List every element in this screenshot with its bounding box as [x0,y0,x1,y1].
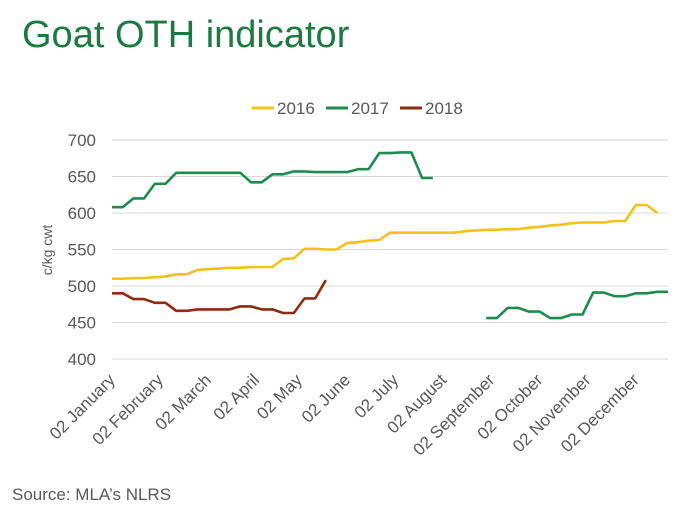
x-tick-label: 02 April [210,370,264,424]
source-note: Source: MLA’s NLRS [12,485,172,504]
series-line-2017 [112,151,668,320]
chart-title: Goat OTH indicator [22,14,350,56]
series-line-2016 [112,203,659,280]
y-tick-label: 400 [68,350,96,369]
y-tick-label: 450 [68,314,96,333]
y-tick-label: 600 [68,204,96,223]
y-tick-label: 700 [68,131,96,150]
x-tick-label: 02 May [253,370,306,423]
y-tick-label: 500 [68,277,96,296]
y-tick-label: 650 [68,168,96,187]
y-tick-label: 550 [68,241,96,260]
y-axis: 400 450 500 550 600 650 700 [68,131,96,369]
legend-label-2018: 2018 [425,99,463,118]
y-axis-label: c/kg cwt [39,225,55,276]
series-line-2018 [112,279,327,315]
grid [112,139,668,360]
legend-label-2016: 2016 [277,99,315,118]
x-tick-label: 02 June [298,370,354,426]
legend: 2016 2017 2018 [252,99,463,118]
legend-label-2017: 2017 [351,99,389,118]
series-lines [112,151,668,320]
